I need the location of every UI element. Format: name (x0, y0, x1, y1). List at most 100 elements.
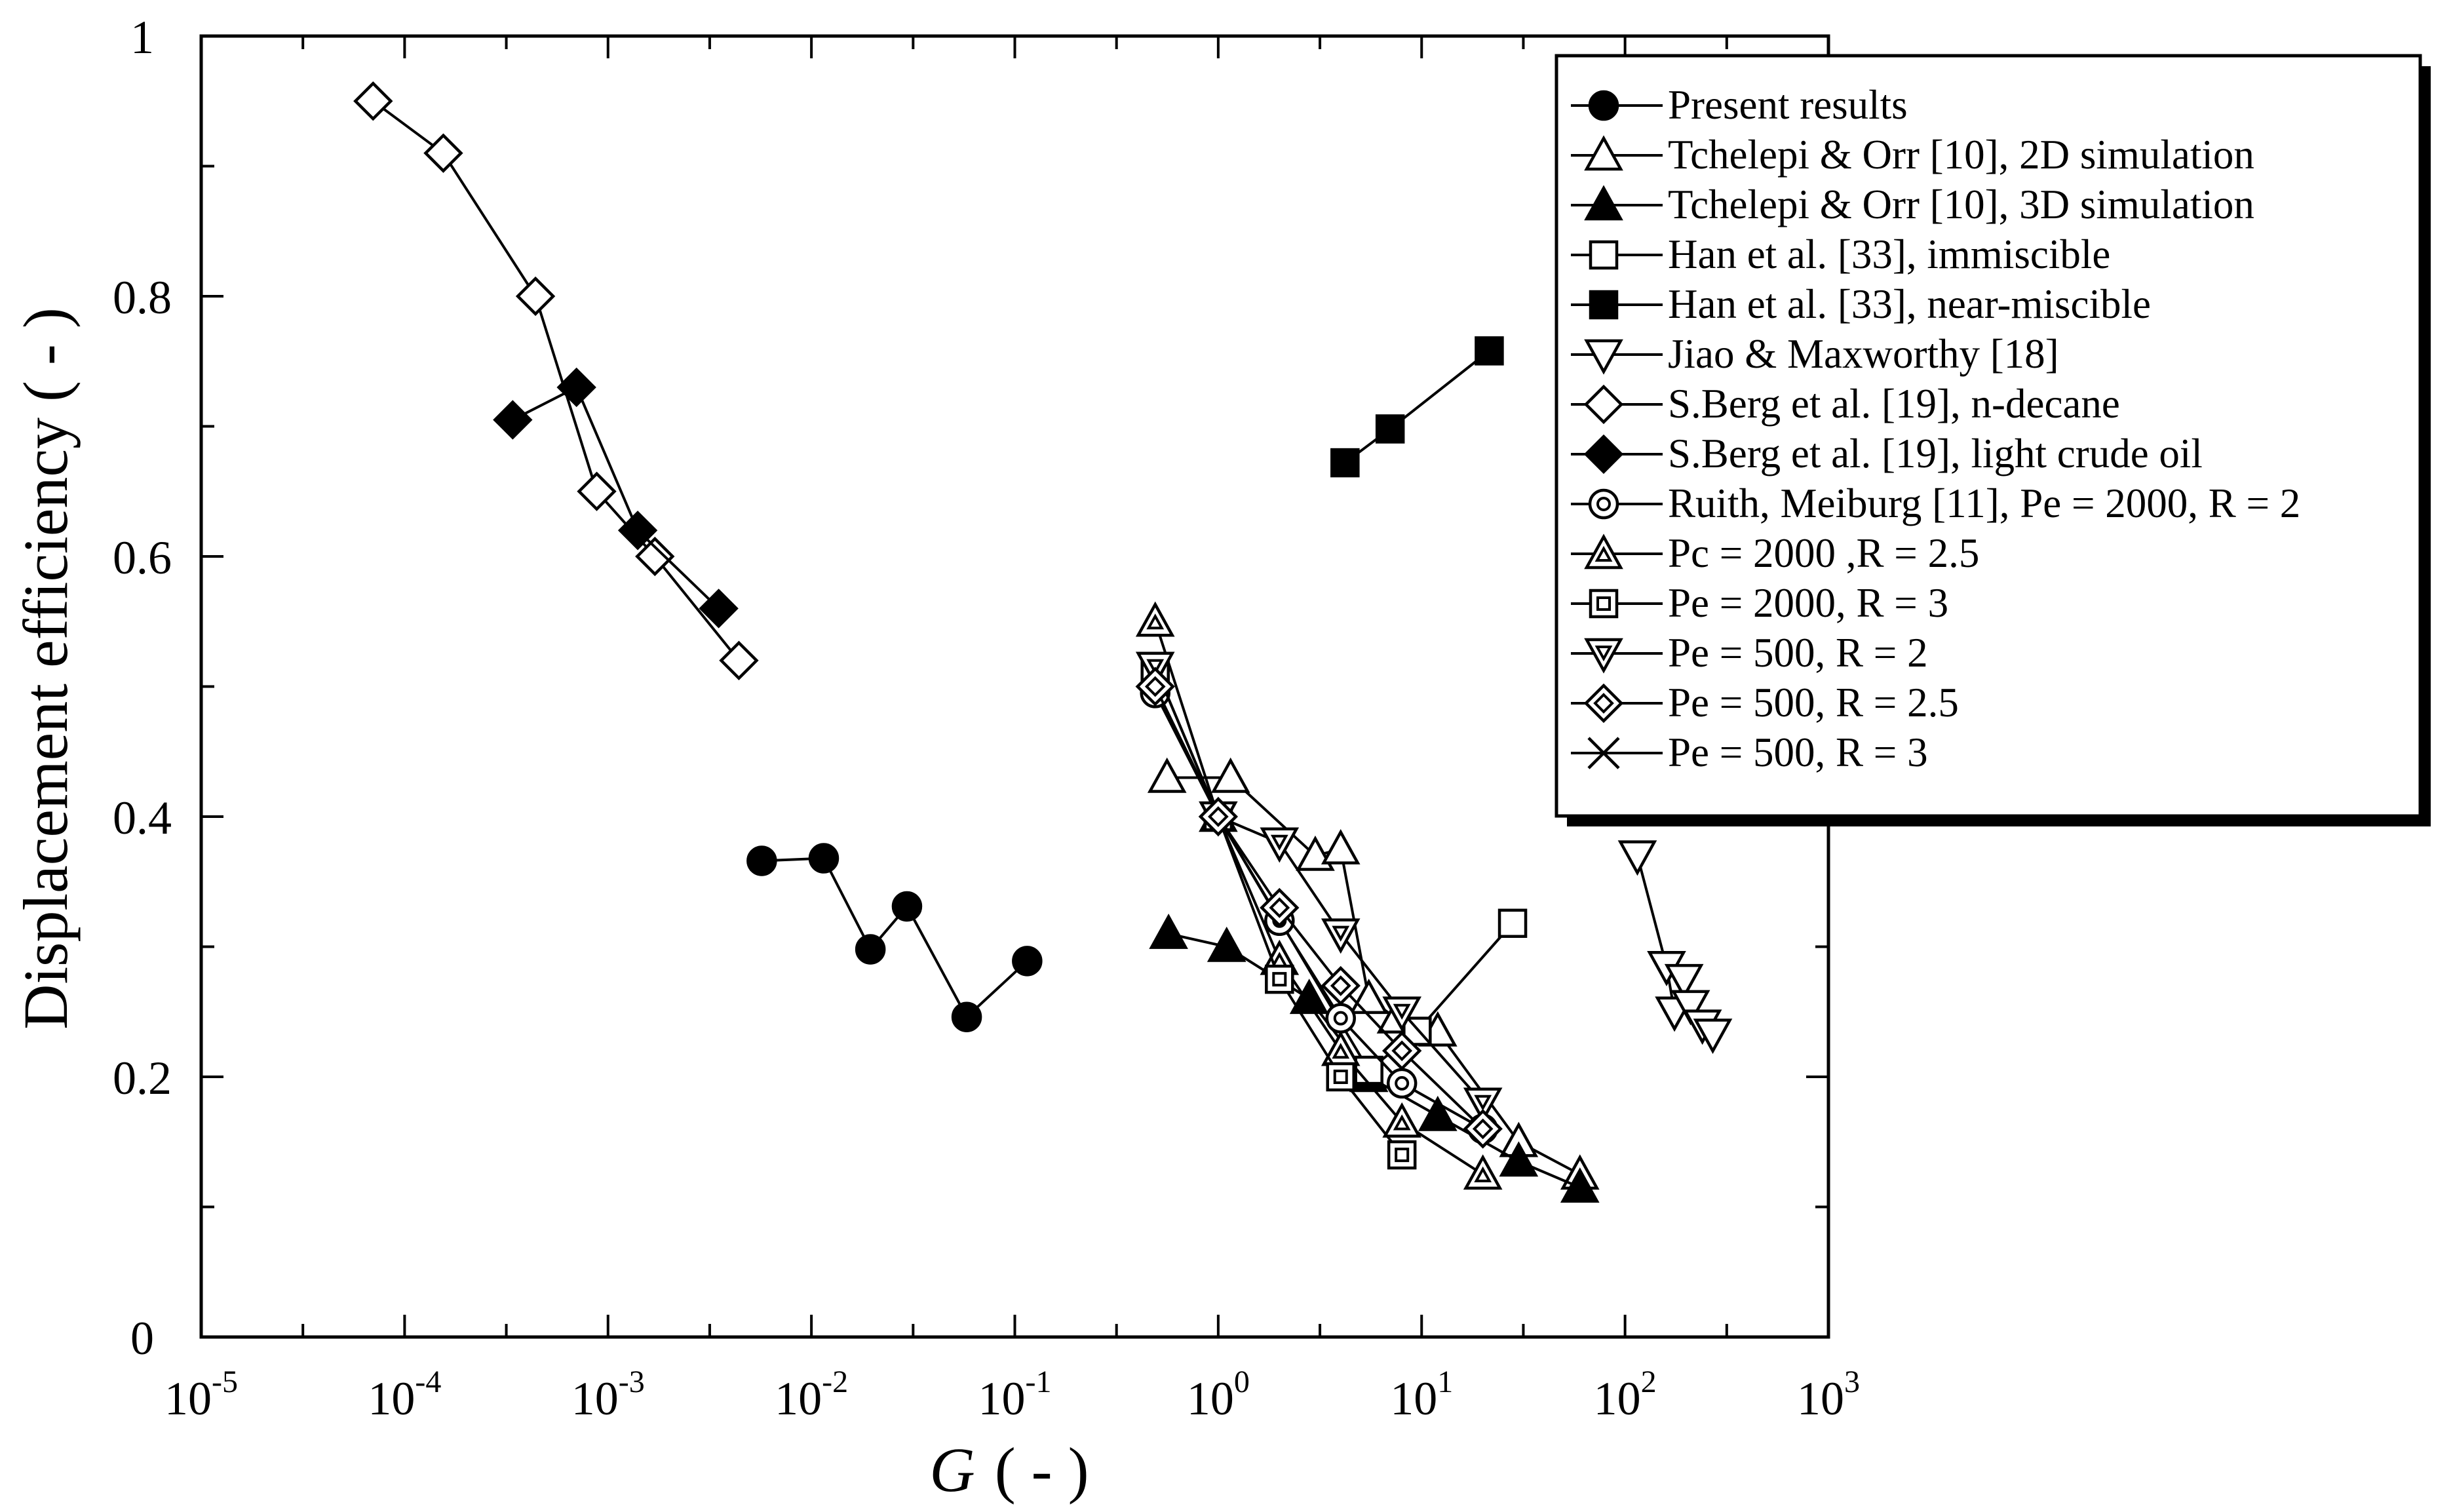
x-tick-label: 10-2 (775, 1365, 848, 1425)
marker-shape (1260, 887, 1300, 928)
marker-shape (1463, 1109, 1503, 1149)
marker-shape (1289, 979, 1329, 1015)
legend-marker (1584, 533, 1623, 570)
x-tick-label: 101 (1390, 1365, 1453, 1425)
marker-inner (1594, 545, 1613, 562)
marker-shape (1321, 828, 1361, 864)
legend-entry: Present results (1571, 82, 1908, 128)
legend-label: Pc = 2000 ,R = 2.5 (1668, 530, 1979, 576)
x-tick-label: 10-1 (978, 1365, 1052, 1425)
marker-shape (423, 133, 463, 173)
data-point (1289, 979, 1329, 1015)
legend-marker (1584, 135, 1623, 171)
axis-labels: G ( - ) Displacement efficiency ( - ) (10, 307, 1089, 1505)
marker-inner (1395, 1148, 1410, 1163)
marker-shape (1382, 1102, 1421, 1138)
data-point (1149, 914, 1188, 949)
series-9 (1135, 601, 1503, 1190)
legend-entry: Pe = 500, R = 2 (1571, 630, 1928, 676)
x-tick-label: 102 (1594, 1365, 1657, 1425)
data-point (423, 133, 463, 173)
x-tick-base: 10 (1797, 1372, 1844, 1425)
marker-shape (1382, 996, 1421, 1032)
marker-shape (951, 1001, 982, 1032)
legend-entry: Han et al. [33], near-miscible (1571, 281, 2151, 327)
x-tick-exponent: -3 (619, 1365, 645, 1399)
x-tick-exponent: -1 (1026, 1365, 1052, 1399)
x-axis-symbol: G (929, 1435, 975, 1505)
marker-shape (617, 511, 658, 551)
marker-shape (353, 81, 393, 121)
legend-label: Pe = 500, R = 3 (1668, 729, 1928, 775)
legend-marker (1584, 638, 1623, 674)
data-point (1381, 1031, 1422, 1071)
marker-inner (1269, 897, 1290, 918)
data-point (1387, 1140, 1417, 1170)
marker-shape (1418, 1095, 1458, 1131)
marker-shape (855, 934, 886, 965)
series-6 (353, 81, 759, 680)
legend-label: Pe = 2000, R = 3 (1668, 580, 1948, 626)
data-point (1198, 796, 1239, 837)
legend-marker (1588, 90, 1619, 121)
marker-shape (1584, 135, 1623, 171)
legend-marker (1583, 434, 1624, 475)
y-tick-label: 0.2 (113, 1052, 172, 1104)
marker-shape (1584, 533, 1623, 570)
series-line (1153, 686, 1484, 1130)
legend-entry: Jiao & Maxworthy [18] (1571, 331, 2059, 377)
y-axis-label: Displacement efficiency ( - ) (10, 307, 81, 1030)
data-series (353, 81, 1733, 1203)
data-point (1260, 827, 1300, 863)
marker-shape (1584, 638, 1623, 674)
x-tick-base: 10 (1594, 1372, 1641, 1425)
x-tick-base: 10 (775, 1372, 822, 1425)
marker-shape (1497, 908, 1528, 939)
series-line (512, 385, 720, 610)
series-3 (1203, 802, 1528, 1085)
legend-marker (1583, 683, 1624, 724)
legend-marker (1584, 339, 1623, 375)
marker-inner (1395, 1076, 1410, 1091)
data-point (1693, 1018, 1733, 1055)
legend-entry: Tchelepi & Orr [10], 3D simulation (1571, 182, 2254, 227)
legend-label: Present results (1668, 82, 1908, 128)
legend-marker (1589, 589, 1619, 619)
marker-stroke (1587, 737, 1620, 769)
data-point (1321, 918, 1361, 954)
marker-shape (1326, 1062, 1355, 1092)
data-point (891, 891, 923, 922)
marker-shape (1375, 414, 1405, 444)
y-tick-label: 1 (130, 11, 154, 64)
data-point (1560, 1167, 1600, 1203)
y-tick-label: 0.4 (113, 792, 172, 844)
x-tick-base: 10 (1390, 1372, 1437, 1425)
marker-shape (1475, 336, 1504, 366)
axes: 10-5 10-4 10-3 10-2 10-1 100 101 102 10300.20.40… (113, 11, 1860, 1425)
data-point (699, 589, 739, 629)
marker-inner (1391, 1040, 1413, 1062)
marker-shape (1260, 827, 1300, 863)
legend-box (1555, 54, 2422, 818)
marker-shape (1463, 1087, 1503, 1123)
marker-shape (1588, 488, 1619, 520)
legend-label: Han et al. [33], immiscible (1668, 231, 2110, 277)
marker-shape (699, 589, 739, 629)
marker-inner (1208, 806, 1229, 827)
data-point (617, 511, 658, 551)
marker-inner (1393, 1114, 1411, 1131)
x-axis-unit: ( - ) (995, 1435, 1089, 1505)
marker-inner (1272, 972, 1287, 987)
marker-shape (577, 471, 617, 511)
legend-marker (1583, 384, 1624, 425)
series-line (1217, 815, 1514, 1073)
series-line (1153, 621, 1484, 1176)
marker-shape (1589, 240, 1619, 270)
data-point (353, 81, 393, 121)
marker-shape (1463, 1154, 1503, 1190)
data-point (1671, 990, 1710, 1026)
legend-entry: S.Berg et al. [19], n-decane (1571, 381, 2120, 427)
marker-shape (1147, 757, 1187, 793)
legend-marker (1588, 488, 1619, 520)
